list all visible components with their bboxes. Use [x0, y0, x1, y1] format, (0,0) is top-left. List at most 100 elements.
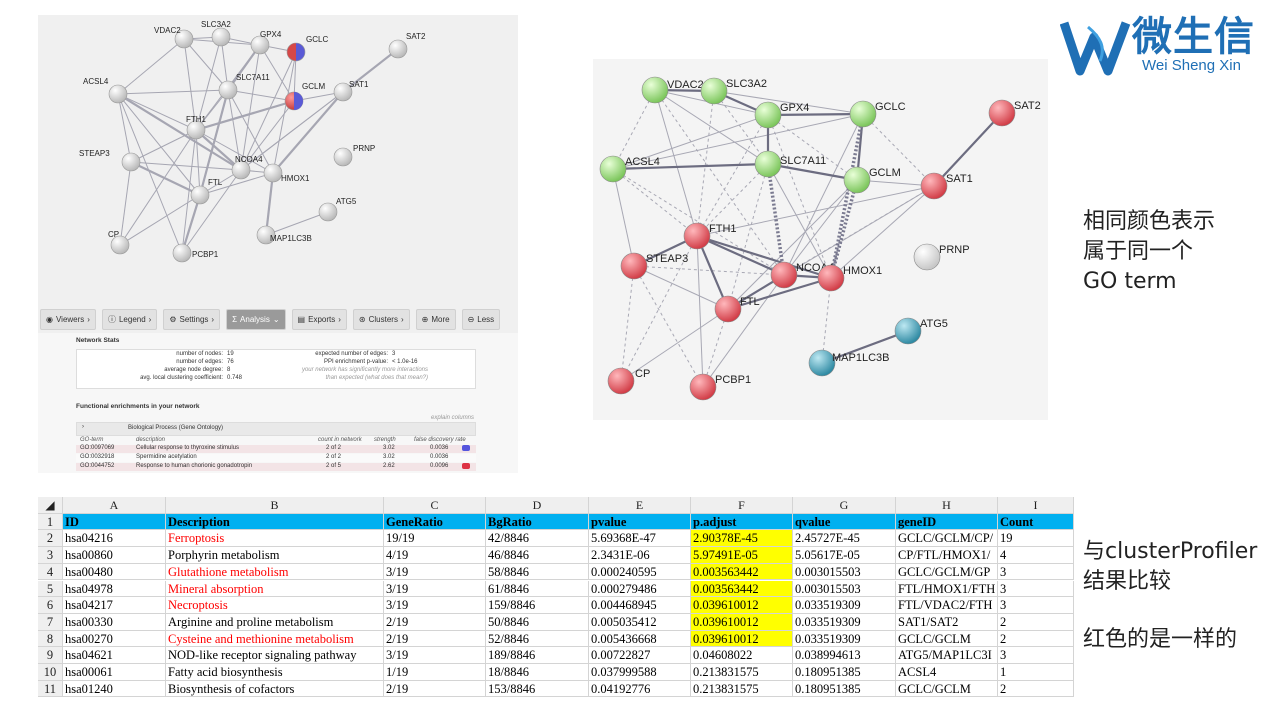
table-cell[interactable]: 0.039610012	[691, 630, 793, 648]
col-letter-f[interactable]: F	[691, 497, 793, 514]
less-button[interactable]: ⊖ Less	[461, 308, 501, 330]
network-node[interactable]	[172, 243, 192, 263]
table-cell[interactable]: 0.00722827	[589, 647, 691, 664]
table-cell[interactable]: hsa04217	[63, 597, 166, 614]
network-node[interactable]	[920, 172, 948, 200]
col-letter-a[interactable]: A	[63, 497, 166, 514]
header-cell[interactable]: Count	[998, 513, 1074, 531]
exports-button[interactable]: ▤ Exports ›	[291, 308, 347, 330]
viewers-button[interactable]: ◉ Viewers ›	[40, 308, 96, 330]
header-cell[interactable]: BgRatio	[486, 513, 589, 531]
network-node[interactable]	[333, 147, 353, 167]
network-node[interactable]	[849, 100, 877, 128]
table-cell[interactable]: 0.000240595	[589, 563, 691, 581]
table-cell[interactable]: 0.038994613	[793, 647, 896, 664]
network-node[interactable]	[843, 166, 871, 194]
table-cell[interactable]: 0.005035412	[589, 613, 691, 631]
table-cell[interactable]: 0.003563442	[691, 563, 793, 581]
header-cell[interactable]: qvalue	[793, 513, 896, 531]
table-cell[interactable]: 189/8846	[486, 647, 589, 664]
table-cell[interactable]: Cysteine and methionine metabolism	[166, 630, 384, 648]
table-cell[interactable]: 19	[998, 530, 1074, 548]
table-cell[interactable]: GCLC/GCLM	[896, 680, 998, 698]
table-cell[interactable]: 0.213831575	[691, 664, 793, 681]
network-node[interactable]	[250, 35, 270, 55]
table-cell[interactable]: hsa04621	[63, 647, 166, 664]
table-cell[interactable]: GCLC/GCLM	[896, 630, 998, 648]
table-cell[interactable]: 52/8846	[486, 630, 589, 648]
network-node[interactable]	[817, 264, 845, 292]
table-cell[interactable]: 50/8846	[486, 613, 589, 631]
table-cell[interactable]: 2	[998, 630, 1074, 648]
chevron-right-icon[interactable]: ›	[82, 424, 84, 430]
table-cell[interactable]: 4/19	[384, 547, 486, 564]
network-node[interactable]	[607, 367, 635, 395]
row-number[interactable]: 4	[38, 563, 63, 581]
table-cell[interactable]: FTL/VDAC2/FTH	[896, 597, 998, 614]
table-cell[interactable]: 1/19	[384, 664, 486, 681]
header-cell[interactable]: geneID	[896, 513, 998, 531]
table-cell[interactable]: 5.69368E-47	[589, 530, 691, 548]
table-cell[interactable]: 3/19	[384, 597, 486, 614]
network-node[interactable]	[286, 42, 306, 62]
table-cell[interactable]: 3/19	[384, 580, 486, 598]
table-cell[interactable]: 0.04608022	[691, 647, 793, 664]
row-number[interactable]: 9	[38, 647, 63, 664]
table-cell[interactable]: NOD-like receptor signaling pathway	[166, 647, 384, 664]
network-node[interactable]	[121, 152, 141, 172]
network-node[interactable]	[599, 155, 627, 183]
more-button[interactable]: ⊕ More	[415, 308, 456, 330]
table-cell[interactable]: 19/19	[384, 530, 486, 548]
network-node[interactable]	[683, 222, 711, 250]
table-cell[interactable]: 0.003015503	[793, 580, 896, 598]
col-letter-b[interactable]: B	[166, 497, 384, 514]
table-cell[interactable]: 3	[998, 597, 1074, 614]
enrichment-row[interactable]	[76, 445, 476, 453]
color-swatch[interactable]	[462, 463, 470, 469]
table-cell[interactable]: 0.039610012	[691, 613, 793, 631]
table-cell[interactable]: hsa00270	[63, 630, 166, 648]
table-cell[interactable]: Necroptosis	[166, 597, 384, 614]
network-node[interactable]	[231, 160, 251, 180]
col-letter-d[interactable]: D	[486, 497, 589, 514]
network-node[interactable]	[263, 163, 283, 183]
row-number[interactable]: 3	[38, 547, 63, 564]
table-cell[interactable]: 0.213831575	[691, 680, 793, 698]
table-cell[interactable]: 0.04192776	[589, 680, 691, 698]
row-number[interactable]: 8	[38, 630, 63, 648]
table-cell[interactable]: 5.05617E-05	[793, 547, 896, 564]
table-cell[interactable]: 0.003563442	[691, 580, 793, 598]
header-cell[interactable]: p.adjust	[691, 513, 793, 531]
network-node[interactable]	[186, 120, 206, 140]
table-cell[interactable]: 5.97491E-05	[691, 547, 793, 564]
enrichment-row[interactable]	[76, 463, 476, 471]
table-cell[interactable]: hsa01240	[63, 680, 166, 698]
col-letter-i[interactable]: I	[998, 497, 1074, 514]
table-cell[interactable]: 153/8846	[486, 680, 589, 698]
table-cell[interactable]: hsa00480	[63, 563, 166, 581]
clusters-button[interactable]: ⊛ Clusters ›	[352, 308, 410, 330]
network-node[interactable]	[700, 77, 728, 105]
stat-note-2[interactable]: than expected (what does that mean?)	[325, 375, 428, 381]
network-node[interactable]	[620, 252, 648, 280]
network-node[interactable]	[913, 243, 941, 271]
table-cell[interactable]: 2/19	[384, 630, 486, 648]
table-cell[interactable]: 0.039610012	[691, 597, 793, 614]
table-cell[interactable]: 0.037999588	[589, 664, 691, 681]
legend-button[interactable]: ⓘ Legend ›	[101, 308, 158, 330]
table-cell[interactable]: 58/8846	[486, 563, 589, 581]
network-node[interactable]	[190, 185, 210, 205]
network-node[interactable]	[110, 235, 130, 255]
table-cell[interactable]: hsa00061	[63, 664, 166, 681]
table-cell[interactable]: ACSL4	[896, 664, 998, 681]
table-cell[interactable]: 2/19	[384, 613, 486, 631]
table-cell[interactable]: 2	[998, 613, 1074, 631]
row-number[interactable]: 11	[38, 680, 63, 698]
table-cell[interactable]: 0.003015503	[793, 563, 896, 581]
network-node[interactable]	[318, 202, 338, 222]
col-letter-h[interactable]: H	[896, 497, 998, 514]
network-node[interactable]	[256, 225, 276, 245]
table-cell[interactable]: Porphyrin metabolism	[166, 547, 384, 564]
table-cell[interactable]: 4	[998, 547, 1074, 564]
network-node[interactable]	[218, 80, 238, 100]
